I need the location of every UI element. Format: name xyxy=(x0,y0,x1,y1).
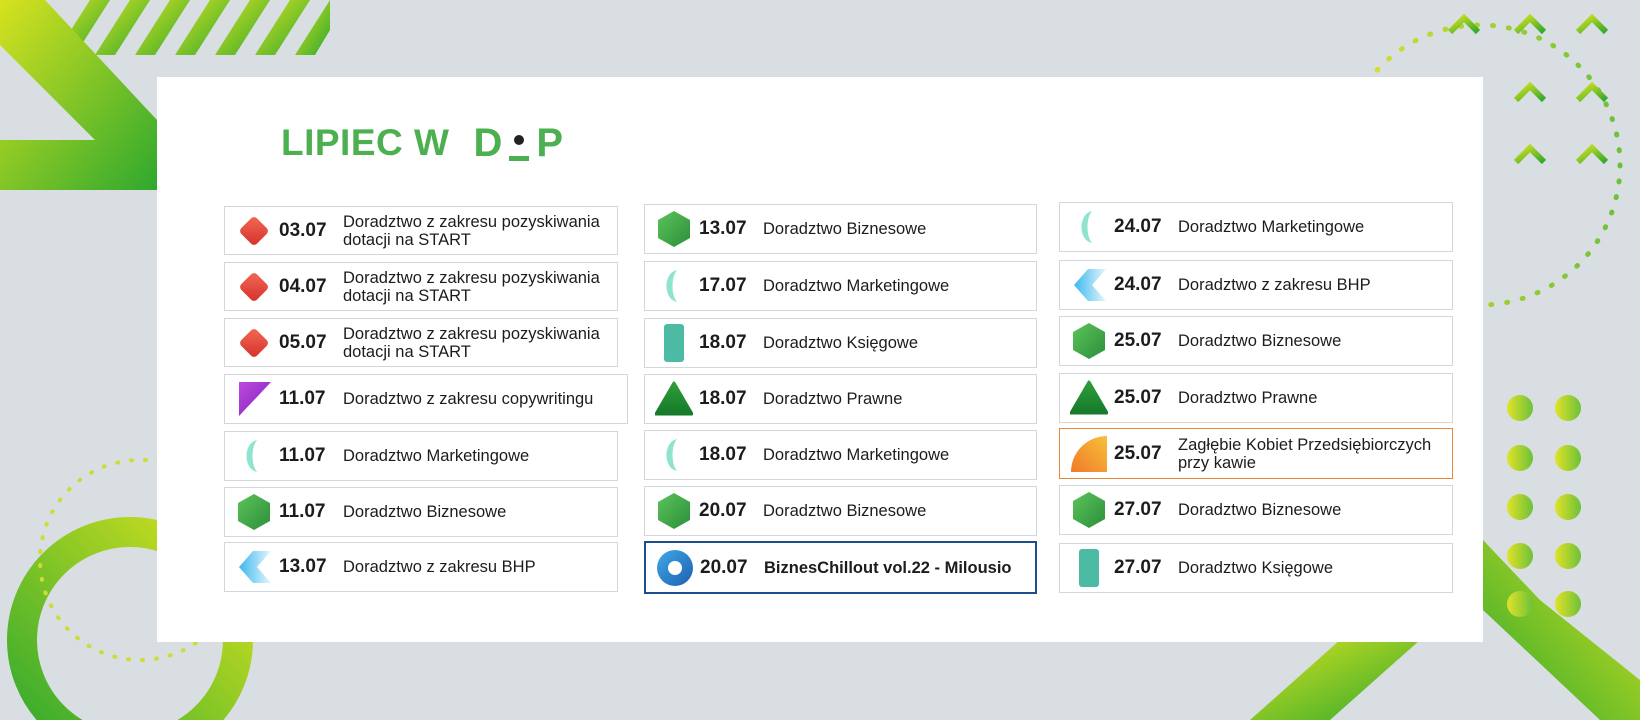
event-item: 25.07 Doradztwo Biznesowe xyxy=(1059,316,1453,366)
event-date: 20.07 xyxy=(700,556,748,578)
event-label: Doradztwo z zakresu BHP xyxy=(343,558,536,576)
green-hexagon-icon xyxy=(655,492,693,530)
red-diamond-icon xyxy=(235,324,273,362)
event-label: Doradztwo Biznesowe xyxy=(343,503,507,521)
event-date: 05.07 xyxy=(279,331,327,353)
event-item: 11.07 Doradztwo Biznesowe xyxy=(224,487,618,537)
event-item: 18.07 Doradztwo Księgowe xyxy=(644,318,1037,368)
event-date: 11.07 xyxy=(279,445,326,466)
orange-quarter-icon xyxy=(1070,435,1108,473)
event-label: Doradztwo Biznesowe xyxy=(1178,332,1342,350)
event-date: 11.07 xyxy=(279,388,326,409)
logo-dot-mark xyxy=(504,121,534,165)
event-date: 24.07 xyxy=(1114,216,1162,237)
event-date: 13.07 xyxy=(699,218,747,239)
event-label: Doradztwo z zakresu BHP xyxy=(1178,276,1371,294)
teal-pill-icon xyxy=(1070,549,1108,587)
event-label: Doradztwo Marketingowe xyxy=(763,446,950,464)
event-item: 11.07 Doradztwo Marketingowe xyxy=(224,431,618,481)
event-label: Doradztwo Marketingowe xyxy=(1178,218,1365,236)
green-hexagon-icon xyxy=(235,493,273,531)
event-date: 25.07 xyxy=(1114,387,1162,408)
event-date: 17.07 xyxy=(699,275,747,296)
teal-pill-icon xyxy=(655,324,693,362)
event-date: 03.07 xyxy=(279,219,327,241)
green-hexagon-icon xyxy=(1070,491,1108,529)
event-label: Doradztwo Marketingowe xyxy=(343,447,530,465)
event-date: 11.07 xyxy=(279,501,326,522)
event-label: Doradztwo z zakresu pozyskiwania dotacji… xyxy=(343,268,600,305)
event-item: 24.07 Doradztwo Marketingowe xyxy=(1059,202,1453,252)
event-date: 04.07 xyxy=(279,275,327,297)
blue-chevron-icon xyxy=(235,548,273,586)
event-label: BiznesChillout vol.22 - Milousio xyxy=(764,558,1012,577)
event-date: 24.07 xyxy=(1114,274,1162,295)
event-date: 18.07 xyxy=(699,388,747,409)
event-item: 13.07 Doradztwo z zakresu BHP xyxy=(224,542,618,592)
red-diamond-icon xyxy=(235,268,273,306)
event-item: 17.07 Doradztwo Marketingowe xyxy=(644,261,1037,311)
event-label: Doradztwo Biznesowe xyxy=(763,502,927,520)
mint-crescent-icon xyxy=(1070,208,1108,246)
event-date: 18.07 xyxy=(699,444,747,465)
mint-crescent-icon xyxy=(655,436,693,474)
purple-triangle-icon xyxy=(235,380,273,418)
event-item: 03.07 Doradztwo z zakresu pozyskiwania do… xyxy=(224,206,618,255)
event-label: Doradztwo z zakresu pozyskiwania dotacji… xyxy=(343,324,600,361)
event-date: 25.07 xyxy=(1114,330,1162,351)
event-label: Doradztwo Biznesowe xyxy=(763,220,927,238)
event-date: 27.07 xyxy=(1114,499,1162,520)
title-prefix: LIPIEC W xyxy=(281,122,450,163)
event-label: Doradztwo Prawne xyxy=(763,390,903,408)
event-date: 18.07 xyxy=(699,332,747,353)
event-item: 11.07 Doradztwo z zakresu copywritingu xyxy=(224,374,628,424)
event-date: 27.07 xyxy=(1114,557,1162,578)
event-label: Doradztwo Księgowe xyxy=(763,334,918,352)
event-label: Doradztwo Księgowe xyxy=(1178,559,1333,577)
event-date: 13.07 xyxy=(279,556,327,577)
event-label: Doradztwo Biznesowe xyxy=(1178,501,1342,519)
logo-letter-d: D xyxy=(473,120,503,165)
event-item: 27.07 Doradztwo Biznesowe xyxy=(1059,485,1453,535)
event-item: 05.07 Doradztwo z zakresu pozyskiwania do… xyxy=(224,318,618,367)
event-item: 25.07 Zagłębie Kobiet Przedsiębiorczych p… xyxy=(1059,428,1453,479)
event-item: 13.07 Doradztwo Biznesowe xyxy=(644,204,1037,254)
red-diamond-icon xyxy=(235,212,273,250)
event-label: Doradztwo z zakresu pozyskiwania dotacji… xyxy=(343,212,600,249)
event-item: 18.07 Doradztwo Marketingowe xyxy=(644,430,1037,480)
green-triangle-icon xyxy=(1069,379,1109,417)
event-label: Doradztwo z zakresu copywritingu xyxy=(343,390,594,408)
event-item: 20.07 BiznesChillout vol.22 - Milousio xyxy=(644,541,1037,594)
logo-letter-p: P xyxy=(536,120,564,165)
page-title: LIPIEC W D P xyxy=(281,118,563,168)
event-item: 18.07 Doradztwo Prawne xyxy=(644,374,1037,424)
dp-logo: D P xyxy=(473,121,563,166)
event-date: 20.07 xyxy=(699,500,747,521)
blue-chevron-icon xyxy=(1070,266,1108,304)
green-hexagon-icon xyxy=(655,210,693,248)
event-item: 27.07 Doradztwo Księgowe xyxy=(1059,543,1453,593)
green-hexagon-icon xyxy=(1070,322,1108,360)
event-date: 25.07 xyxy=(1114,442,1162,464)
event-item: 20.07 Doradztwo Biznesowe xyxy=(644,486,1037,536)
event-item: 24.07 Doradztwo z zakresu BHP xyxy=(1059,260,1453,310)
mint-crescent-icon xyxy=(235,437,273,475)
event-label: Doradztwo Prawne xyxy=(1178,389,1318,407)
green-triangle-icon xyxy=(654,380,694,418)
event-label: Doradztwo Marketingowe xyxy=(763,277,950,295)
blue-ring-icon xyxy=(656,549,694,587)
event-item: 04.07 Doradztwo z zakresu pozyskiwania do… xyxy=(224,262,618,311)
event-item: 25.07 Doradztwo Prawne xyxy=(1059,373,1453,423)
event-label: Zagłębie Kobiet Przedsiębiorczych przy k… xyxy=(1178,435,1432,472)
mint-crescent-icon xyxy=(655,267,693,305)
